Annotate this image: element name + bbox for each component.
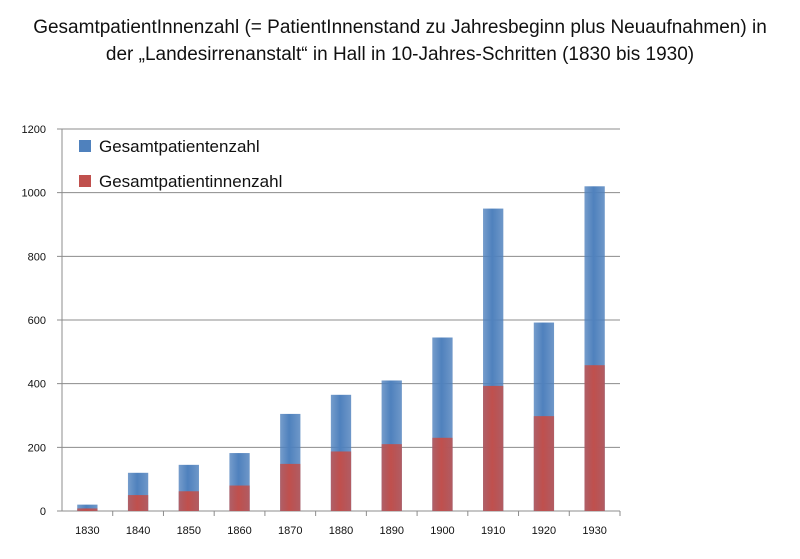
- bar-gesamtpatientinnenzahl-1840: [127, 495, 149, 511]
- y-tick-label: 800: [28, 251, 46, 263]
- chart-title-line-1: GesamtpatientInnenzahl (= PatientInnenst…: [33, 17, 767, 38]
- x-tick-label: 1910: [481, 525, 505, 537]
- y-tick-label: 400: [28, 379, 46, 391]
- bar-gesamtpatientinnenzahl-1850: [178, 491, 199, 511]
- legend-swatch-gesamtpatientenzahl: [79, 140, 91, 152]
- legend-swatch-gesamtpatientinnenzahl: [79, 175, 91, 187]
- bar-gesamtpatientenzahl-1830: [77, 504, 98, 511]
- x-tick-label: 1930: [582, 525, 606, 537]
- bar-gesamtpatientinnenzahl-1880: [330, 451, 352, 511]
- bar-gesamtpatientinnenzahl-1930: [584, 365, 605, 511]
- legend-label-gesamtpatientinnenzahl: Gesamtpatientinnenzahl: [99, 172, 282, 191]
- bar-gesamtpatientinnenzahl-1870: [280, 463, 301, 511]
- bar-gesamtpatientinnenzahl-1830: [77, 508, 98, 511]
- bar-gesamtpatientinnenzahl-1860: [229, 485, 250, 511]
- y-tick-label: 600: [28, 315, 46, 327]
- x-tick-label: 1860: [227, 525, 251, 537]
- x-tick-label: 1900: [430, 525, 454, 537]
- y-tick-label: 1000: [22, 188, 46, 200]
- x-tick-label: 1850: [177, 525, 201, 537]
- chart-title: GesamtpatientInnenzahl (= PatientInnenst…: [0, 14, 800, 68]
- y-tick-label: 0: [40, 506, 46, 518]
- x-tick-label: 1880: [329, 525, 353, 537]
- x-tick-label: 1840: [126, 525, 150, 537]
- x-tick-label: 1870: [278, 525, 302, 537]
- bar-gesamtpatientinnenzahl-1890: [381, 444, 402, 511]
- y-tick-label: 1200: [22, 124, 46, 136]
- x-tick-label: 1920: [532, 525, 556, 537]
- bar-gesamtpatientinnenzahl-1900: [432, 437, 453, 511]
- chart-title-line-2: der „Landesirrenanstalt“ in Hall in 10-J…: [105, 44, 695, 65]
- y-tick-label: 200: [28, 442, 46, 454]
- bar-gesamtpatientinnenzahl-1910: [483, 385, 504, 511]
- x-tick-label: 1890: [379, 525, 403, 537]
- legend-label-gesamtpatientenzahl: Gesamtpatientenzahl: [99, 137, 260, 156]
- bar-gesamtpatientinnenzahl-1920: [533, 416, 555, 511]
- x-tick-label: 1830: [75, 525, 99, 537]
